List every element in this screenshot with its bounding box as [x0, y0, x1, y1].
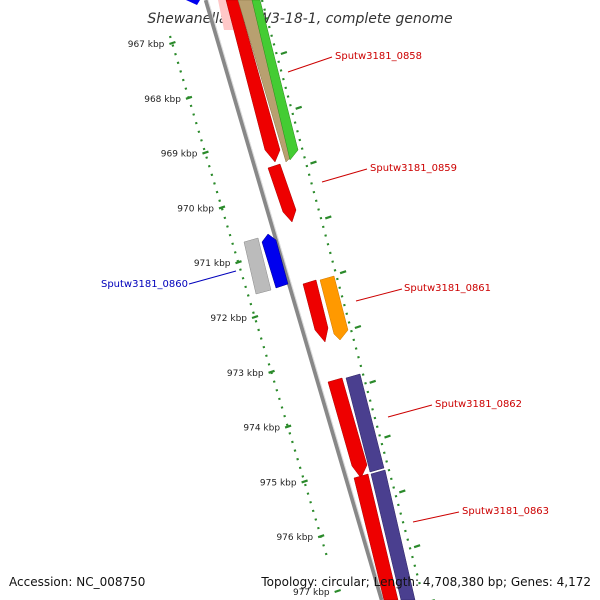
tick-mark-right [295, 105, 303, 110]
gene-sputw3181-0859[interactable] [267, 163, 297, 223]
tick-label: 971 kbp [194, 259, 231, 269]
tick-mark-left [235, 260, 242, 265]
gene-sputw3181-0861[interactable] [302, 279, 329, 343]
tick-label: 970 kbp [177, 204, 214, 214]
tick-mark-right [369, 379, 377, 384]
tick-mark-left [334, 588, 341, 594]
tick-label: 972 kbp [210, 314, 247, 324]
tick-label: 975 kbp [260, 478, 297, 488]
feature-green[interactable] [251, 0, 299, 161]
tick-mark-left [284, 424, 292, 429]
tick-mark-left [202, 150, 209, 155]
dotted-ruler-right [260, 0, 422, 586]
tick-mark-left [268, 369, 275, 374]
gene-label-0863[interactable]: Sputw3181_0863 [462, 506, 549, 517]
map-title: Shewanella sp. W3-18-1, complete genome [147, 11, 452, 27]
genome-backbone [203, 0, 385, 600]
tick-mark-right [324, 215, 332, 220]
tick-label: 969 kbp [161, 150, 198, 160]
tick-mark-right [339, 270, 347, 275]
gene-label-0860[interactable]: Sputw3181_0860 [101, 279, 188, 290]
gene-label-0859[interactable]: Sputw3181_0859 [370, 163, 457, 174]
tick-mark-right [398, 489, 406, 494]
gene-sputw3181-0863[interactable] [353, 473, 399, 600]
ruler-ticks: 967 kbp 968 kbp 969 kbp 970 kbp 971 kbp 972 k… [128, 40, 435, 600]
backbone-highlight [207, 0, 385, 600]
gene-sputw3181-0860[interactable] [261, 233, 289, 289]
tick-mark-left [317, 534, 325, 539]
feature-blue-top[interactable] [186, 0, 200, 5]
gene-label-0858[interactable]: Sputw3181_0858 [335, 51, 422, 62]
gene-label-0862[interactable]: Sputw3181_0862 [435, 399, 522, 410]
tick-label: 968 kbp [144, 95, 181, 105]
feature-purple-0863[interactable] [370, 469, 416, 600]
dotted-ruler-left [168, 35, 330, 561]
tick-mark-left [185, 95, 193, 100]
tick-mark-right [354, 324, 362, 330]
tick-mark-left [301, 479, 308, 484]
tick-mark-right [280, 50, 288, 56]
gene-sputw3181-0858-red[interactable] [225, 0, 281, 163]
tick-mark-left [251, 314, 259, 320]
tick-mark-right [384, 434, 391, 439]
tick-label: 973 kbp [227, 369, 264, 379]
feature-gray-0860[interactable] [243, 237, 272, 295]
feature-orange-0861[interactable] [319, 275, 349, 341]
accession-text: Accession: NC_008750 [9, 575, 145, 589]
gene-label-0861[interactable]: Sputw3181_0861 [404, 283, 491, 294]
features [186, 0, 416, 600]
tick-label: 977 kbp [293, 588, 330, 598]
gene-sputw3181-0862[interactable] [327, 377, 368, 479]
genome-summary-text: Topology: circular; Length: 4,708,380 bp… [260, 575, 591, 589]
tick-label: 976 kbp [276, 533, 313, 543]
feature-purple-0862[interactable] [345, 373, 385, 473]
leader-lines [188, 56, 460, 523]
tick-label: 974 kbp [243, 424, 280, 434]
tick-mark-right [413, 544, 421, 549]
tick-mark-left [218, 205, 226, 210]
tick-mark-left [169, 40, 176, 46]
tick-label: 967 kbp [128, 40, 165, 50]
tick-mark-right [310, 160, 317, 165]
